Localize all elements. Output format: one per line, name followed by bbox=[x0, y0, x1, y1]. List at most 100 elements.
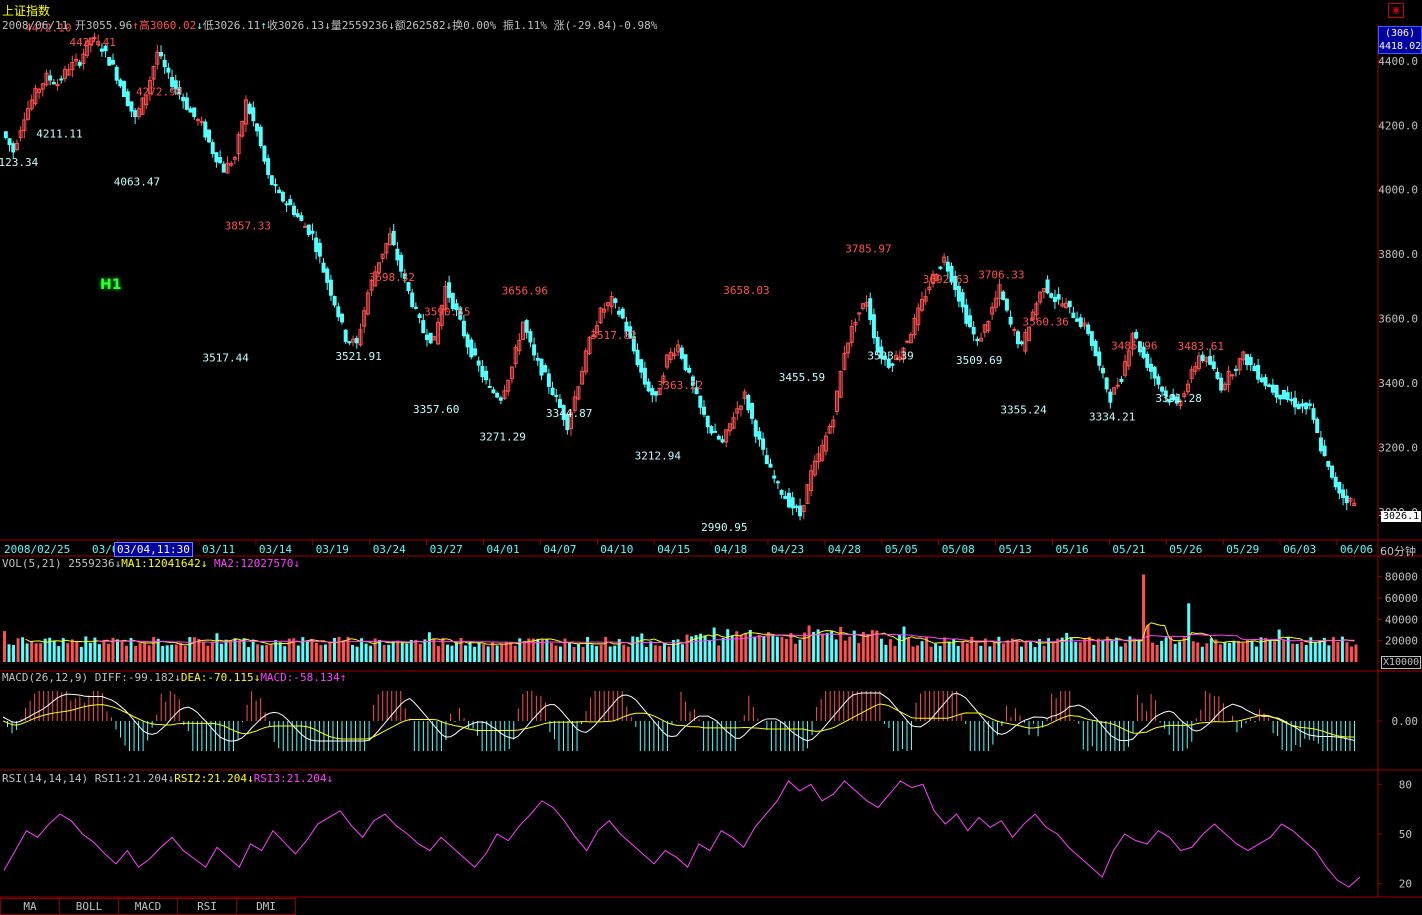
candle-body bbox=[332, 296, 337, 306]
candle-body bbox=[801, 505, 806, 513]
candle-body bbox=[1089, 331, 1094, 346]
tab-dmi[interactable]: DMI bbox=[236, 898, 296, 915]
candle-body bbox=[750, 403, 755, 419]
volume-bar bbox=[305, 640, 309, 662]
volume-bar bbox=[405, 643, 409, 662]
volume-bar bbox=[947, 641, 951, 662]
low-value: 3026.11 bbox=[213, 19, 261, 32]
date-axis-label: 04/15 bbox=[657, 543, 691, 556]
peak-price-label: 3483.61 bbox=[1178, 340, 1224, 353]
tab-boll[interactable]: BOLL bbox=[59, 898, 119, 915]
volume-bar bbox=[138, 643, 142, 662]
candle-body bbox=[993, 297, 998, 308]
candle-body bbox=[447, 282, 452, 298]
candle-body bbox=[484, 370, 489, 381]
candle-body bbox=[303, 225, 308, 228]
volume-label: 量 bbox=[330, 19, 342, 32]
volume-bar bbox=[310, 638, 314, 662]
tab-ma[interactable]: MA bbox=[0, 898, 60, 915]
trough-price-label: 3355.24 bbox=[1000, 404, 1047, 417]
candle-body bbox=[1052, 296, 1057, 302]
candle-body bbox=[88, 37, 93, 45]
volume-bar bbox=[694, 635, 698, 662]
peak-price-label: 4472.10 bbox=[25, 22, 71, 35]
candle-body bbox=[1141, 346, 1146, 358]
volume-bar bbox=[622, 644, 626, 662]
candle-body bbox=[495, 392, 500, 398]
candle-body bbox=[1123, 361, 1128, 376]
volume-bar bbox=[1264, 637, 1268, 662]
candle-body bbox=[129, 101, 134, 112]
volume-bar bbox=[1300, 641, 1304, 662]
candle-body bbox=[221, 163, 226, 173]
macd-diff-arrow: ↓ bbox=[174, 671, 181, 684]
candle-body bbox=[33, 87, 38, 105]
candle-body bbox=[1167, 399, 1172, 403]
trough-price-label: 4211.11 bbox=[36, 128, 82, 141]
period-label[interactable]: 60分钟 bbox=[1380, 545, 1416, 558]
candle-body bbox=[461, 320, 466, 337]
volume-bar bbox=[170, 644, 174, 662]
peak-price-label: 3485.96 bbox=[1111, 339, 1157, 352]
volume-bar bbox=[961, 641, 965, 662]
volume-bar bbox=[798, 639, 802, 662]
close-value: 3026.13 bbox=[277, 19, 325, 32]
candle-body bbox=[942, 256, 947, 263]
candle-body bbox=[661, 375, 666, 383]
candle-body bbox=[1108, 391, 1113, 403]
candle-body bbox=[905, 340, 910, 343]
candle-body bbox=[735, 408, 740, 414]
volume-bar bbox=[825, 633, 829, 662]
candle-body bbox=[757, 431, 762, 440]
candle-body bbox=[1112, 387, 1117, 395]
volume-bar bbox=[1142, 574, 1146, 662]
volume-bar bbox=[3, 631, 6, 662]
volume-bar bbox=[1218, 644, 1222, 662]
volume-bar bbox=[242, 638, 246, 662]
volume-bar bbox=[79, 646, 83, 662]
tab-macd[interactable]: MACD bbox=[118, 898, 178, 915]
high-label: 高 bbox=[138, 19, 150, 32]
candle-body bbox=[772, 475, 777, 479]
candle-body bbox=[786, 492, 791, 508]
volume-bar bbox=[192, 637, 196, 662]
candle-body bbox=[188, 108, 193, 113]
volume-bar bbox=[238, 640, 242, 662]
volume-bar bbox=[48, 637, 52, 662]
restore-icon[interactable]: ▣ bbox=[1388, 3, 1404, 18]
candle-body bbox=[1137, 341, 1142, 353]
volume-bar bbox=[540, 639, 544, 662]
candle-body bbox=[953, 275, 958, 290]
candle-body bbox=[620, 308, 625, 319]
volume-bar bbox=[1309, 637, 1313, 662]
candle-body bbox=[210, 142, 215, 154]
volume-bar bbox=[1209, 638, 1213, 662]
macd-histogram bbox=[7, 691, 1355, 751]
volume-bar bbox=[938, 645, 942, 662]
candle-body bbox=[724, 429, 729, 443]
volume-bar bbox=[1078, 642, 1082, 662]
volume-bar bbox=[667, 646, 671, 662]
candle-body bbox=[155, 51, 160, 65]
volume-bar bbox=[432, 638, 436, 662]
volume-bar bbox=[1164, 637, 1168, 662]
candle-body bbox=[1248, 357, 1253, 366]
volume-bar bbox=[1133, 638, 1136, 662]
candle-body bbox=[1041, 288, 1046, 293]
candle-body bbox=[443, 285, 448, 311]
candle-body bbox=[214, 152, 219, 163]
badge-count: (306) bbox=[1384, 28, 1416, 39]
candle-body bbox=[310, 230, 315, 234]
volume-bar bbox=[274, 640, 278, 662]
volume-bar bbox=[649, 641, 653, 662]
candle-body bbox=[14, 142, 19, 151]
tab-rsi[interactable]: RSI bbox=[177, 898, 237, 915]
peak-price-label: 3590.55 bbox=[424, 306, 470, 319]
volume-bar bbox=[757, 635, 761, 662]
peak-price-label: 3785.97 bbox=[845, 243, 891, 256]
marker-h1: H1 bbox=[100, 277, 122, 293]
volume-bar bbox=[1110, 640, 1114, 662]
candle-body bbox=[351, 338, 356, 343]
volume-bar bbox=[1268, 639, 1272, 662]
